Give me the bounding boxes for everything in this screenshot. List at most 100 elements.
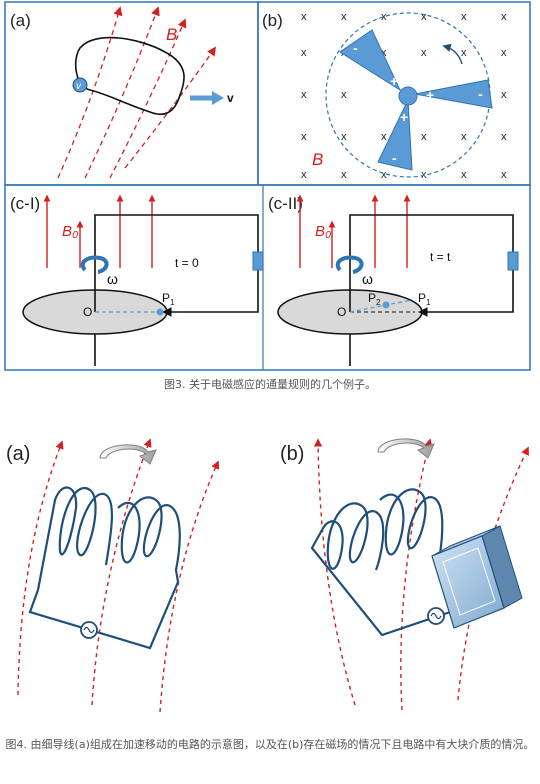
blade-upper-left bbox=[339, 29, 402, 92]
blade-lower bbox=[377, 98, 413, 171]
field-cross: x bbox=[501, 131, 507, 143]
field-cross: x bbox=[381, 11, 387, 23]
field-cross: x bbox=[501, 169, 507, 181]
point-p1-c1 bbox=[156, 308, 164, 316]
point-p1-label-c2: P1 bbox=[418, 291, 431, 307]
field-cross: x bbox=[341, 169, 347, 181]
field-label-c1: B₀ bbox=[62, 223, 78, 240]
field-cross: x bbox=[381, 169, 387, 181]
origin-c1: O bbox=[83, 305, 92, 319]
charge-plus-2: + bbox=[426, 87, 434, 103]
ac-source-wave-4a bbox=[83, 626, 95, 634]
field-cross: x bbox=[341, 11, 347, 23]
panel-c2-label: (c-II) bbox=[268, 194, 303, 213]
figure-3-caption: 图3. 关于电磁感应的通量规则的几个例子。 bbox=[164, 378, 376, 391]
resistor-c1 bbox=[252, 251, 264, 271]
time-c2: t = t bbox=[430, 250, 451, 264]
point-p2-label: P2 bbox=[368, 291, 381, 307]
panel-c1: (c-I) B₀ ω t = 0 O P1 bbox=[10, 194, 264, 366]
rotation-arrow bbox=[442, 43, 463, 65]
circuit-wire-c1 bbox=[94, 214, 259, 317]
field-cross: x bbox=[301, 47, 307, 59]
field-cross: x bbox=[461, 11, 467, 23]
field-cross: x bbox=[461, 47, 467, 59]
charge-plus-3: + bbox=[400, 109, 408, 125]
omega-c2: ω bbox=[362, 271, 373, 287]
field-lines-a bbox=[57, 6, 217, 179]
coil-wire bbox=[117, 496, 181, 583]
figure-4-caption: 图4. 由细导线(a)组成在加速移动的电路的示意图，以及在(b)存在磁场的情况下… bbox=[5, 738, 535, 751]
coil-wire bbox=[36, 486, 114, 591]
field-label-a: B bbox=[166, 25, 177, 44]
field-cross: x bbox=[501, 11, 507, 23]
voltmeter-label: v bbox=[76, 81, 82, 92]
radius-c2-p2 bbox=[349, 299, 413, 313]
rotor-blades bbox=[339, 29, 493, 171]
field-line-4a-1 bbox=[17, 440, 64, 696]
coil-wire bbox=[379, 488, 453, 556]
field-arrows-c1 bbox=[43, 194, 156, 268]
field-arrows-c2 bbox=[296, 194, 411, 268]
field-cross: x bbox=[501, 47, 507, 59]
point-label-c1: P1 bbox=[162, 291, 175, 307]
panel-a-frame bbox=[4, 1, 259, 186]
rotation-arrow-4a bbox=[99, 444, 157, 465]
field-lines-4a bbox=[17, 438, 220, 713]
panel-a-label: (a) bbox=[10, 11, 31, 30]
dielectric-block bbox=[431, 525, 523, 629]
rotor-hub bbox=[398, 86, 418, 106]
panel-c-frame bbox=[4, 184, 531, 371]
field-cross: x bbox=[421, 47, 427, 59]
field-cross: x bbox=[341, 89, 347, 101]
field-cross: x bbox=[381, 47, 387, 59]
rotation-icon-c1 bbox=[80, 255, 109, 274]
charge-minus-3: - bbox=[392, 150, 397, 166]
block-face-inset bbox=[442, 547, 496, 616]
field-line-4a-2 bbox=[91, 438, 152, 706]
field-cross: x bbox=[461, 169, 467, 181]
velocity-arrowhead bbox=[212, 91, 224, 105]
charge-plus-1: + bbox=[390, 73, 398, 89]
field-line-2 bbox=[84, 6, 160, 179]
field-line-1 bbox=[57, 6, 123, 179]
circuit-wire-c2 bbox=[349, 214, 514, 317]
field-cross: x bbox=[301, 169, 307, 181]
figure4-panel-b-label: (b) bbox=[280, 443, 304, 465]
field-cross: x bbox=[341, 131, 347, 143]
circuit-loop-a bbox=[74, 36, 185, 116]
field-cross: x bbox=[301, 11, 307, 23]
velocity-label: v bbox=[227, 91, 234, 105]
panel-b-label: (b) bbox=[262, 11, 283, 30]
field-line-4 bbox=[124, 46, 217, 169]
circuit-return-4b bbox=[310, 529, 469, 637]
coil-4b bbox=[310, 488, 469, 637]
figure-4: (a) (b) bbox=[6, 438, 529, 713]
point-p2-c2 bbox=[382, 301, 390, 309]
field-label-c2: B₀ bbox=[315, 223, 331, 240]
rotation-arrow-4b bbox=[377, 438, 435, 459]
field-cross: x bbox=[421, 131, 427, 143]
field-label-b: B bbox=[312, 150, 323, 169]
field-line-3 bbox=[109, 18, 187, 179]
panel-a: (a) v B v bbox=[10, 6, 234, 179]
coil-wire bbox=[321, 502, 385, 571]
field-cross: x bbox=[301, 89, 307, 101]
voltmeter-circle bbox=[72, 77, 88, 93]
origin-c2: O bbox=[337, 305, 346, 319]
circuit-return-4a bbox=[28, 581, 180, 650]
field-cross: x bbox=[301, 131, 307, 143]
field-line-4a-3 bbox=[159, 460, 220, 713]
field-cross: x bbox=[501, 89, 507, 101]
field-cross: x bbox=[381, 131, 387, 143]
panel-b: (b) xxxxxxxxxxxxxxxxxxxxxxxxxxxx - + + -… bbox=[262, 11, 507, 181]
blade-charges: - + + - + - bbox=[353, 40, 483, 166]
panel-c1-label: (c-I) bbox=[10, 194, 40, 213]
charge-minus-1: - bbox=[353, 40, 358, 56]
resistor-c2 bbox=[507, 251, 519, 271]
coil-4a bbox=[28, 486, 181, 650]
field-cross: x bbox=[421, 11, 427, 23]
figure-3: (a) v B v (b) x x x x x xx x x x xx x xx x x x x xx x x x x x… bbox=[4, 1, 531, 371]
charge-minus-2: - bbox=[478, 86, 483, 102]
field-cross: x bbox=[461, 131, 467, 143]
rotation-icon-c2 bbox=[335, 255, 364, 274]
